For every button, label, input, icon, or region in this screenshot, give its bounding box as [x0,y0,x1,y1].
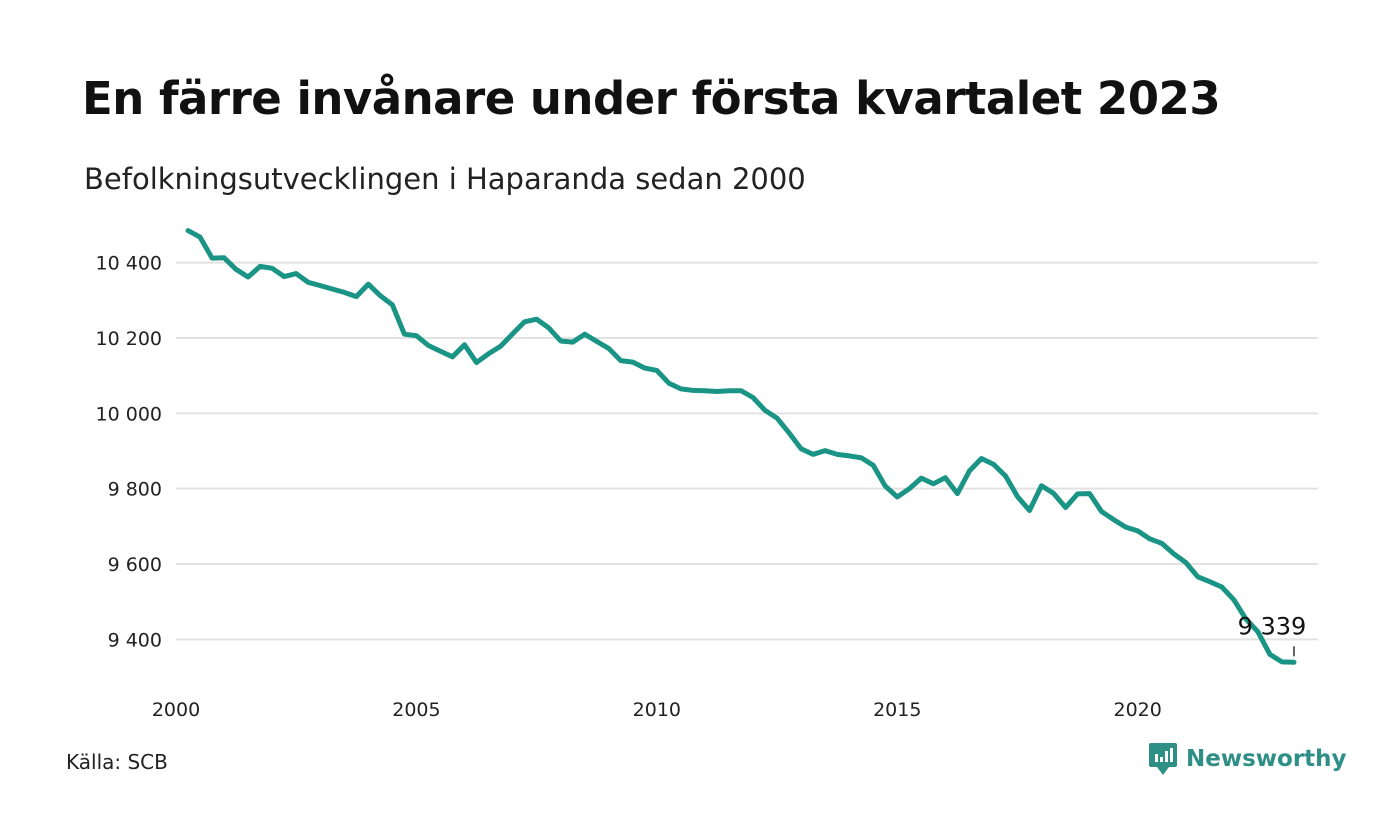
x-tick-label: 2000 [152,699,200,721]
brand-name: Newsworthy [1186,746,1347,772]
y-tick-label: 9 400 [108,629,162,651]
x-tick-label: 2005 [392,699,440,721]
series-layer [185,228,1297,665]
source-note: Källa: SCB [66,750,168,774]
x-tick-label: 2015 [873,699,921,721]
y-tick-label: 10 400 [96,253,162,275]
x-tick-label: 2010 [633,699,681,721]
grid-lines [176,261,1318,641]
last-value-label: 9 339 [1238,612,1307,640]
y-tick-label: 9 600 [108,554,162,576]
annotation-layer: 9 339 [1238,612,1307,657]
brand-logo: Newsworthy [1148,742,1347,776]
y-tick-label: 10 000 [96,403,162,425]
x-tick-label: 2020 [1114,699,1162,721]
newsworthy-icon [1149,743,1177,775]
y-axis-ticks: 9 400 9 600 9 800 10 000 10 200 10 400 [96,253,162,652]
y-tick-label: 10 200 [96,328,162,350]
y-tick-label: 9 800 [108,479,162,501]
x-axis-ticks: 2000 2005 2010 2015 2020 [152,699,1162,721]
chart-subtitle: Befolkningsutvecklingen i Haparanda seda… [84,162,806,196]
series-line [185,228,1297,665]
chart-title: En färre invånare under första kvartalet… [82,72,1221,125]
